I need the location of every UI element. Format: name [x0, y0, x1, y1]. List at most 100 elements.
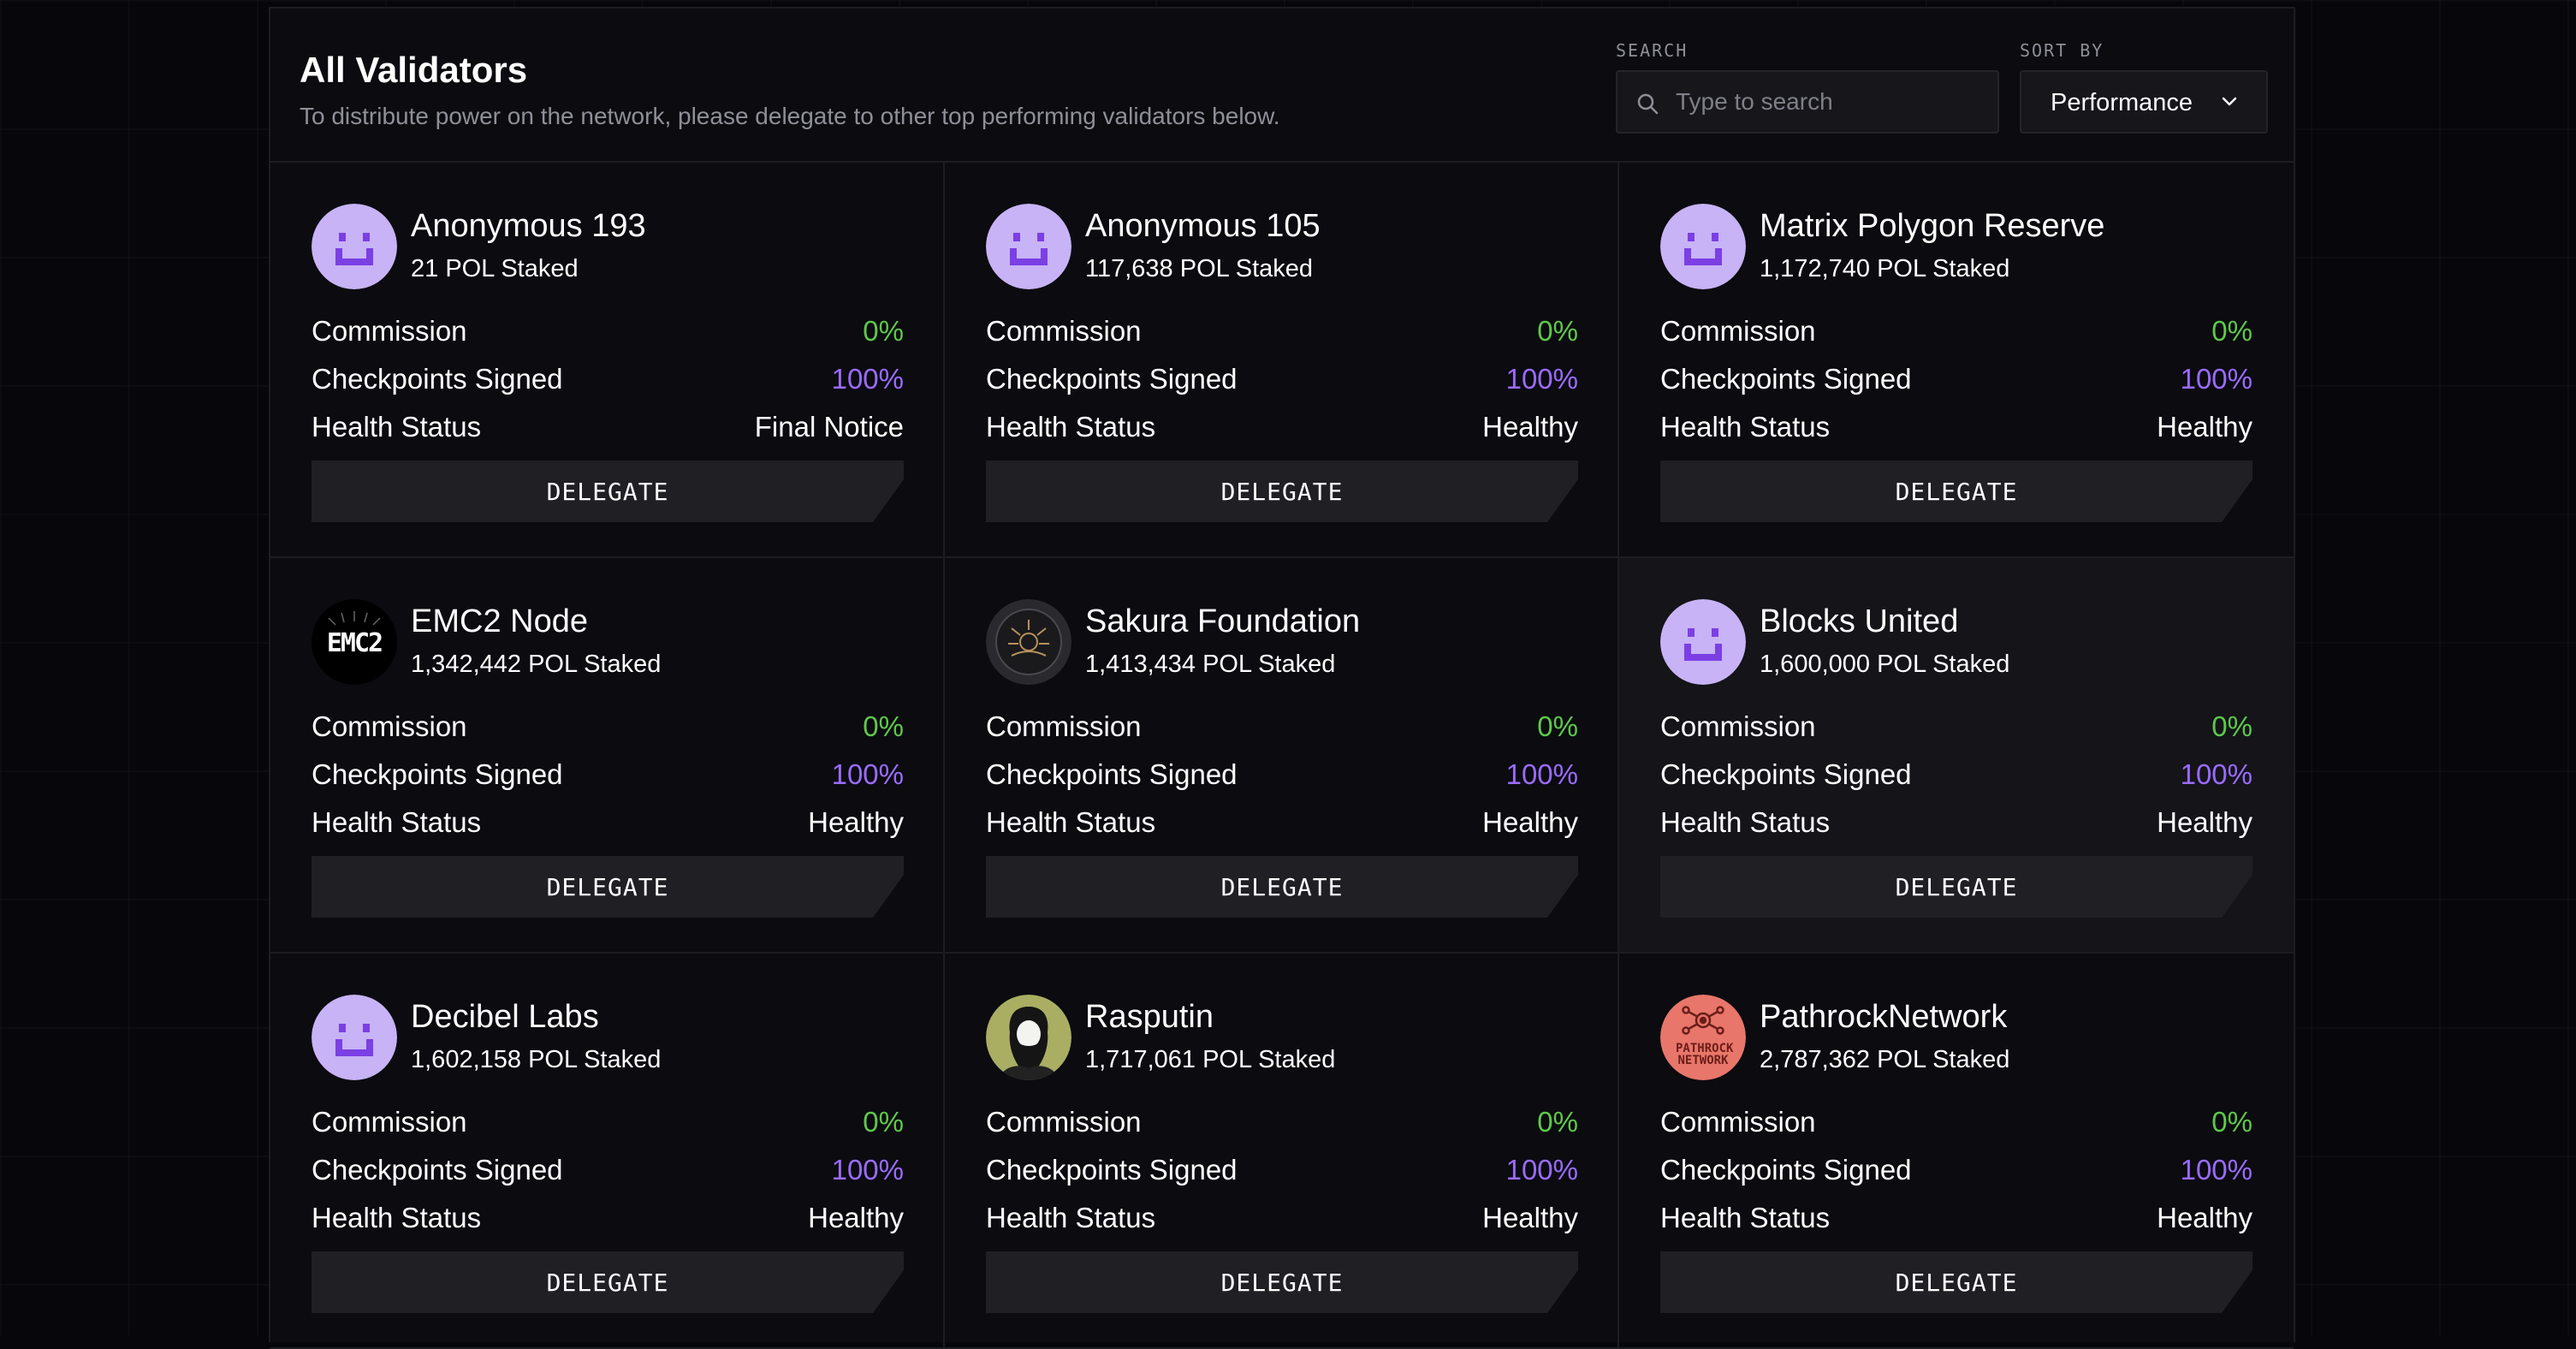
default-smiley-icon	[312, 204, 397, 289]
commission-value: 0%	[863, 315, 904, 347]
delegate-button[interactable]: DELEGATE	[1660, 1251, 2253, 1313]
sakura-logo-avatar	[986, 599, 1071, 685]
commission-value: 0%	[2211, 710, 2253, 742]
health-value: Final Notice	[754, 411, 904, 443]
checkpoints-label: Checkpoints Signed	[1660, 758, 1912, 790]
health-label: Health Status	[1660, 806, 1831, 838]
page-title: All Validators	[300, 50, 528, 90]
commission-row: Commission 0%	[312, 1106, 904, 1140]
search-input[interactable]	[1676, 72, 1984, 132]
search-icon	[1637, 93, 1659, 115]
panel-header: All Validators To distribute power on th…	[270, 9, 2294, 163]
checkpoints-value: 100%	[831, 758, 904, 790]
sort-select[interactable]: Performance	[2020, 70, 2268, 134]
delegate-button[interactable]: DELEGATE	[1660, 461, 2253, 522]
checkpoints-value: 100%	[2180, 363, 2253, 395]
validator-name: Sakura Foundation	[1085, 603, 1361, 639]
commission-label: Commission	[986, 315, 1142, 347]
validator-card[interactable]: Decibel Labs 1,602,158 POL Staked Commissi…	[270, 954, 945, 1349]
checkpoints-value: 100%	[1505, 363, 1578, 395]
health-value: Healthy	[808, 1202, 904, 1233]
pathrock-logo-avatar: PATHROCK NETWORK	[1660, 995, 1746, 1080]
checkpoints-row: Checkpoints Signed 100%	[1660, 758, 2253, 793]
commission-value: 0%	[2211, 1106, 2253, 1138]
default-smiley-icon	[1660, 204, 1746, 289]
health-status-row: Health Status Healthy	[1660, 411, 2253, 445]
default-smiley-icon	[1660, 599, 1746, 685]
avatar-logo-text: EMC2	[326, 628, 383, 658]
validator-staked: 1,413,434 POL Staked	[1085, 651, 1336, 678]
commission-label: Commission	[986, 710, 1142, 742]
validator-card[interactable]: EMC2 EMC2 Node 1,342,442 POL Staked Commiss…	[270, 558, 945, 954]
checkpoints-value: 100%	[831, 363, 904, 395]
commission-label: Commission	[312, 315, 467, 347]
checkpoints-label: Checkpoints Signed	[312, 363, 563, 395]
health-value: Healthy	[1482, 1202, 1578, 1233]
health-value: Healthy	[808, 806, 904, 838]
validator-staked: 2,787,362 POL Staked	[1760, 1046, 2010, 1073]
delegate-button[interactable]: DELEGATE	[312, 1251, 904, 1313]
health-label: Health Status	[986, 1202, 1156, 1233]
rasputin-portrait-avatar	[986, 995, 1071, 1080]
validator-card[interactable]: Matrix Polygon Reserve 1,172,740 POL Stak…	[1619, 163, 2294, 558]
validator-card[interactable]: Anonymous 193 21 POL Staked Commission 0% Ch…	[270, 163, 945, 558]
search-box[interactable]	[1616, 70, 1999, 134]
validator-staked: 1,717,061 POL Staked	[1085, 1046, 1336, 1073]
delegate-button[interactable]: DELEGATE	[986, 856, 1578, 918]
delegate-button[interactable]: DELEGATE	[1660, 856, 2253, 918]
validator-staked: 21 POL Staked	[411, 255, 579, 282]
validator-card[interactable]: Blocks United 1,600,000 POL Staked Commiss…	[1619, 558, 2294, 954]
checkpoints-label: Checkpoints Signed	[1660, 1154, 1912, 1186]
commission-value: 0%	[863, 710, 904, 742]
validator-name: PathrockNetwork	[1760, 999, 2008, 1035]
validator-staked: 1,172,740 POL Staked	[1760, 255, 2010, 282]
commission-value: 0%	[1537, 315, 1578, 347]
commission-label: Commission	[1660, 1106, 1816, 1138]
commission-value: 0%	[1537, 1106, 1578, 1138]
commission-label: Commission	[312, 1106, 467, 1138]
health-label: Health Status	[312, 411, 482, 443]
delegate-button[interactable]: DELEGATE	[986, 461, 1578, 522]
validator-staked: 1,342,442 POL Staked	[411, 651, 662, 678]
health-value: Healthy	[2157, 806, 2253, 838]
validator-name: Anonymous 193	[411, 208, 646, 244]
validator-card[interactable]: Rasputin 1,717,061 POL Staked Commission 0%…	[945, 954, 1619, 1349]
health-label: Health Status	[312, 1202, 482, 1233]
validator-name: Decibel Labs	[411, 999, 599, 1035]
delegate-button[interactable]: DELEGATE	[312, 461, 904, 522]
checkpoints-label: Checkpoints Signed	[986, 363, 1238, 395]
checkpoints-label: Checkpoints Signed	[1660, 363, 1912, 395]
health-label: Health Status	[986, 411, 1156, 443]
default-smiley-icon	[312, 995, 397, 1080]
commission-row: Commission 0%	[986, 1106, 1578, 1140]
checkpoints-label: Checkpoints Signed	[312, 1154, 563, 1186]
commission-label: Commission	[1660, 315, 1816, 347]
checkpoints-row: Checkpoints Signed 100%	[986, 363, 1578, 397]
commission-row: Commission 0%	[986, 710, 1578, 745]
health-label: Health Status	[986, 806, 1156, 838]
validator-card[interactable]: PATHROCK NETWORK PathrockNetwork 2,787,362…	[1619, 954, 2294, 1349]
checkpoints-row: Checkpoints Signed 100%	[312, 1154, 904, 1188]
health-status-row: Health Status Healthy	[986, 1202, 1578, 1236]
validator-card[interactable]: Anonymous 105 117,638 POL Staked Commissio…	[945, 163, 1619, 558]
validators-panel: All Validators To distribute power on th…	[269, 7, 2295, 1349]
checkpoints-row: Checkpoints Signed 100%	[986, 1154, 1578, 1188]
chevron-down-icon	[2222, 97, 2237, 106]
default-smiley-icon	[986, 204, 1071, 289]
commission-value: 0%	[863, 1106, 904, 1138]
delegate-button[interactable]: DELEGATE	[986, 1251, 1578, 1313]
checkpoints-label: Checkpoints Signed	[986, 758, 1238, 790]
commission-label: Commission	[986, 1106, 1142, 1138]
commission-row: Commission 0%	[1660, 315, 2253, 349]
emc2-logo-avatar: EMC2	[312, 599, 397, 685]
validator-name: Matrix Polygon Reserve	[1760, 208, 2105, 244]
validator-card[interactable]: Sakura Foundation 1,413,434 POL Staked Com…	[945, 558, 1619, 954]
delegate-button[interactable]: DELEGATE	[312, 856, 904, 918]
validator-staked: 1,602,158 POL Staked	[411, 1046, 662, 1073]
health-status-row: Health Status Healthy	[986, 411, 1578, 445]
checkpoints-label: Checkpoints Signed	[986, 1154, 1238, 1186]
commission-row: Commission 0%	[312, 315, 904, 349]
checkpoints-row: Checkpoints Signed 100%	[1660, 363, 2253, 397]
checkpoints-value: 100%	[1505, 758, 1578, 790]
commission-value: 0%	[1537, 710, 1578, 742]
